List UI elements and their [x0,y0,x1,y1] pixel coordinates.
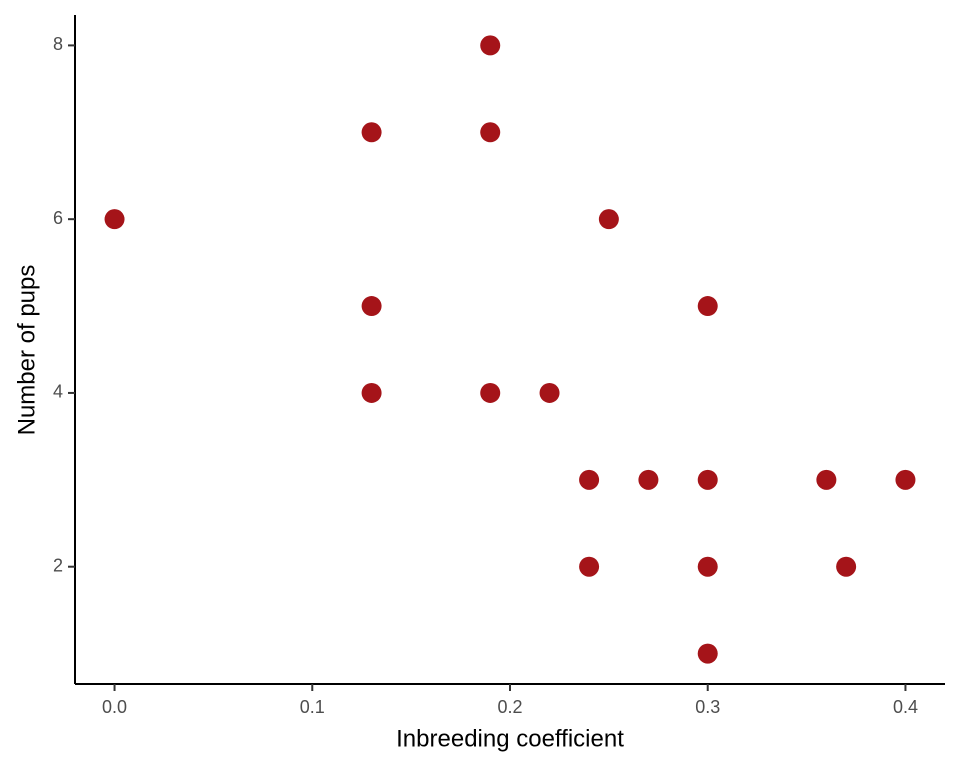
point [697,469,718,490]
x-tick-label: 0.2 [497,697,522,717]
point [816,469,837,490]
point [598,209,619,230]
point [361,122,382,143]
x-tick-label: 0.4 [893,697,918,717]
point [539,382,560,403]
x-tick-label: 0.0 [102,697,127,717]
y-tick-label: 8 [53,34,63,54]
point [480,382,501,403]
point [361,382,382,403]
y-tick-label: 4 [53,382,63,402]
point [579,469,600,490]
point [104,209,125,230]
point [361,296,382,317]
y-tick-label: 6 [53,208,63,228]
point [895,469,916,490]
x-tick-label: 0.3 [695,697,720,717]
point [697,296,718,317]
point [480,122,501,143]
point [697,556,718,577]
y-tick-label: 2 [53,555,63,575]
point [638,469,659,490]
point [579,556,600,577]
point [697,643,718,664]
x-axis-title: Inbreeding coefficient [396,725,624,752]
y-axis-title: Number of pups [13,265,40,436]
point [480,35,501,56]
point [836,556,857,577]
x-tick-label: 0.1 [300,697,325,717]
